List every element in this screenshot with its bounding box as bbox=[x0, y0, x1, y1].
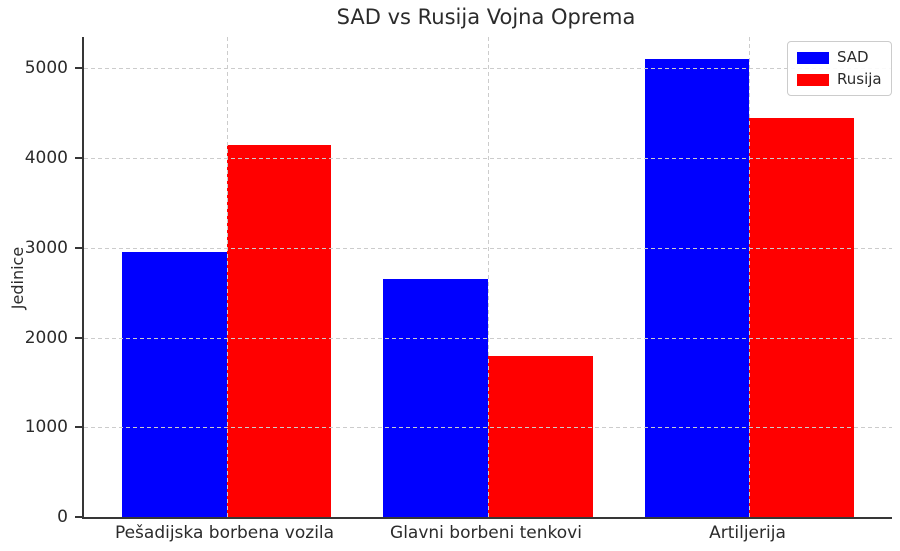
y-tick-label-3000: 3000 bbox=[24, 237, 68, 258]
y-tick-0 bbox=[75, 516, 82, 518]
y-tick-5000 bbox=[75, 67, 82, 70]
x-tick-label-2: Artiljerija bbox=[709, 523, 786, 543]
x-tick-label-0: Pešadijska borbena vozila bbox=[114, 523, 335, 543]
legend-label-rusija: Rusija bbox=[837, 70, 882, 88]
y-tick-3000 bbox=[75, 246, 82, 249]
plot-area bbox=[82, 37, 892, 519]
y-tick-4000 bbox=[75, 157, 82, 160]
legend-swatch-sad-icon bbox=[797, 51, 829, 64]
legend-item-sad: SAD bbox=[797, 49, 882, 66]
bar-sad-1 bbox=[383, 279, 488, 517]
bar-rusija-1 bbox=[488, 355, 593, 517]
bar-rusija-0 bbox=[226, 144, 332, 517]
gridline-x-0 bbox=[226, 37, 228, 517]
y-tick-label-0: 0 bbox=[57, 507, 68, 527]
legend: SAD Rusija bbox=[787, 41, 892, 96]
legend-swatch-rusija-icon bbox=[797, 73, 829, 86]
x-tick-label-1: Glavni borbeni tenkovi bbox=[390, 523, 582, 543]
y-tick-label-5000: 5000 bbox=[24, 58, 68, 79]
gridline-x-2 bbox=[749, 37, 751, 517]
gridline-x-1 bbox=[488, 37, 489, 517]
chart-title: SAD vs Rusija Vojna Oprema bbox=[336, 5, 636, 29]
y-tick-2000 bbox=[75, 336, 82, 339]
y-tick-1000 bbox=[75, 426, 82, 429]
legend-label-sad: SAD bbox=[837, 48, 869, 66]
bar-sad-0 bbox=[121, 252, 227, 517]
y-tick-label-2000: 2000 bbox=[24, 327, 68, 348]
legend-item-rusija: Rusija bbox=[797, 71, 882, 88]
bar-rusija-2 bbox=[749, 117, 855, 517]
y-tick-label-1000: 1000 bbox=[24, 417, 68, 438]
bar-sad-2 bbox=[644, 59, 750, 517]
y-tick-label-4000: 4000 bbox=[24, 148, 68, 169]
